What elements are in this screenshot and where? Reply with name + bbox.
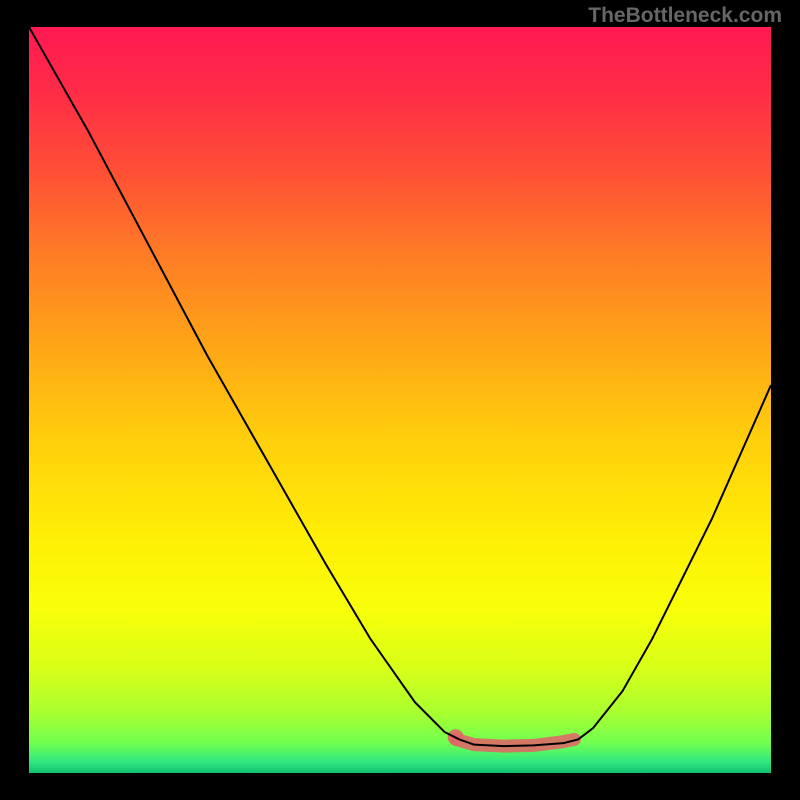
chart-svg — [29, 27, 771, 773]
bottleneck-curve — [29, 27, 771, 746]
chart-plot-area — [29, 27, 771, 773]
watermark-text: TheBottleneck.com — [588, 4, 782, 28]
